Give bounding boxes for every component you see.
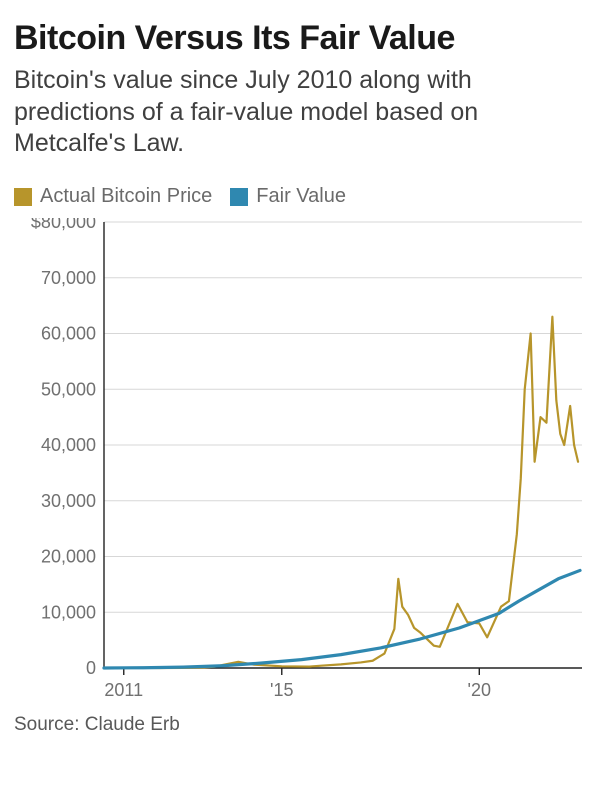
y-tick-label: $80,000 [31, 218, 96, 232]
y-tick-label: 20,000 [41, 547, 96, 567]
series-fair-value [104, 571, 580, 669]
page-title: Bitcoin Versus Its Fair Value [14, 20, 586, 57]
y-tick-label: 40,000 [41, 435, 96, 455]
legend: Actual Bitcoin Price Fair Value [14, 185, 586, 208]
y-tick-label: 50,000 [41, 379, 96, 399]
y-tick-label: 10,000 [41, 602, 96, 622]
y-tick-label: 30,000 [41, 491, 96, 511]
legend-swatch-actual [14, 188, 32, 206]
grid [104, 222, 582, 668]
x-tick-label: '15 [270, 680, 293, 700]
y-tick-label: 70,000 [41, 268, 96, 288]
y-tick-label: 0 [86, 658, 96, 678]
page-subtitle: Bitcoin's value since July 2010 along wi… [14, 65, 586, 159]
legend-item-actual: Actual Bitcoin Price [14, 185, 212, 208]
chart: 0 10,000 20,000 30,000 40,000 50,000 60,000 70,… [14, 218, 586, 708]
x-tick-label: 2011 [104, 680, 143, 700]
legend-item-fair: Fair Value [230, 185, 346, 208]
y-tick-label: 60,000 [41, 324, 96, 344]
legend-label-actual: Actual Bitcoin Price [40, 185, 212, 208]
x-tick-label: '20 [468, 680, 491, 700]
series-actual-bitcoin-price [104, 317, 578, 668]
legend-label-fair: Fair Value [256, 185, 346, 208]
chart-svg: 0 10,000 20,000 30,000 40,000 50,000 60,000 70,… [14, 218, 586, 708]
legend-swatch-fair [230, 188, 248, 206]
chart-source: Source: Claude Erb [14, 714, 586, 736]
